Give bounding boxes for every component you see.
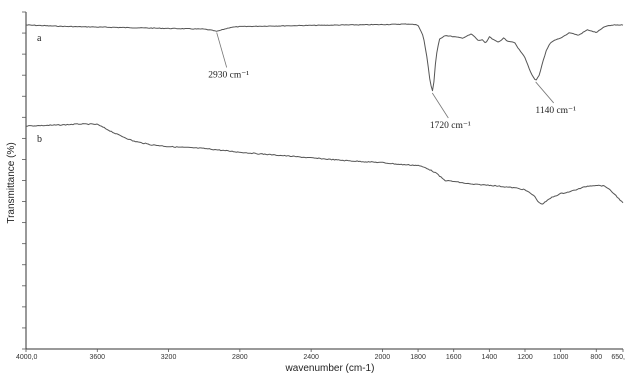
x-tick-label: 1600 — [446, 354, 462, 361]
annotation-layer: 2930 cm⁻¹ 1720 cm⁻¹ 1140 cm⁻¹ — [208, 32, 576, 131]
series-line-b — [26, 123, 624, 205]
annotation-leader — [216, 32, 228, 68]
y-axis-title: Transmittance (%) — [6, 142, 17, 223]
x-tick-label: 3600 — [89, 354, 105, 361]
x-tick-label: 1000 — [553, 354, 569, 361]
annotation-leader — [535, 81, 554, 104]
x-tick-label: 800 — [590, 354, 602, 361]
series-label-a: a — [37, 33, 42, 44]
x-tick-label: 650, — [611, 354, 625, 361]
x-tick-label: 4000,0 — [16, 354, 38, 361]
peak-annotation: 1140 cm⁻¹ — [535, 106, 576, 116]
x-tick-label: 2400 — [303, 354, 319, 361]
series-label-b: b — [37, 134, 42, 145]
x-tick-label: 1200 — [517, 354, 533, 361]
x-tick-label: 2800 — [232, 354, 248, 361]
annotation-leader — [431, 92, 449, 119]
peak-annotation: 1720 cm⁻¹ — [430, 121, 471, 131]
x-axis-ticks: 4000,0 3600 3200 2800 2400 2000 1800 1600 1400 12… — [16, 349, 625, 361]
y-axis-ticks — [22, 11, 26, 350]
series-line-a — [25, 23, 624, 92]
x-tick-label: 2000 — [375, 354, 391, 361]
peak-annotation: 2930 cm⁻¹ — [208, 70, 249, 80]
series-layer: ab — [25, 23, 624, 205]
x-tick-label: 3200 — [161, 354, 177, 361]
x-tick-label: 1800 — [410, 354, 426, 361]
x-axis-title: wavenumber (cm-1) — [285, 363, 375, 374]
x-tick-label: 1400 — [482, 354, 498, 361]
